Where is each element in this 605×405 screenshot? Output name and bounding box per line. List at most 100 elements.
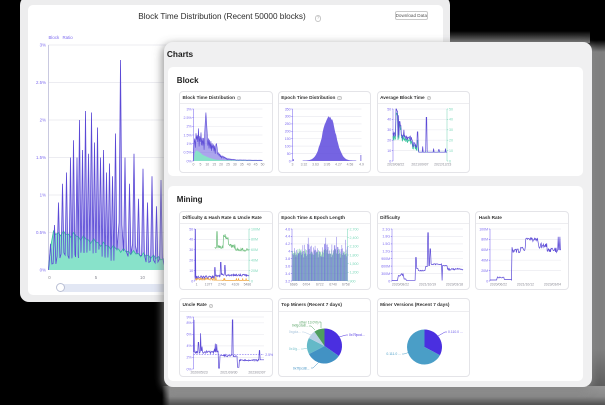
svg-text:0%: 0% [39, 267, 45, 272]
svg-text:350: 350 [284, 108, 290, 112]
svg-text:3.6: 3.6 [285, 265, 290, 269]
svg-text:2021/09/07: 2021/09/07 [411, 163, 428, 167]
svg-text:3.32: 3.32 [300, 163, 307, 167]
svg-text:40: 40 [247, 163, 251, 167]
svg-text:900: 900 [349, 280, 355, 284]
svg-text:0: 0 [48, 275, 51, 280]
svg-text:2,400: 2,400 [349, 236, 358, 240]
svg-text:3: 3 [291, 163, 293, 167]
svg-text:20M: 20M [251, 269, 258, 273]
svg-text:250: 250 [284, 123, 290, 127]
svg-text:10: 10 [387, 149, 391, 153]
svg-text:0: 0 [288, 160, 290, 164]
svg-text:2023/03/04: 2023/03/04 [544, 283, 561, 287]
svg-text:9%: 9% [186, 315, 192, 319]
svg-text:2%: 2% [186, 125, 192, 129]
svg-text:2.5%: 2.5% [183, 116, 192, 120]
svg-text:1,200: 1,200 [349, 271, 358, 275]
svg-text:40: 40 [189, 238, 193, 242]
svg-text:3.2: 3.2 [285, 280, 290, 284]
svg-text:2,700: 2,700 [349, 228, 358, 232]
svg-text:0: 0 [191, 280, 193, 284]
svg-text:0.5%: 0.5% [35, 230, 45, 235]
svg-text:6%: 6% [186, 333, 192, 337]
svg-text:2020/06/22: 2020/06/22 [490, 283, 507, 287]
svg-text:Block: Block [48, 35, 60, 40]
svg-text:4.6: 4.6 [285, 228, 290, 232]
svg-text:40: 40 [449, 118, 453, 122]
svg-text:30: 30 [449, 129, 453, 133]
svg-text:4109: 4109 [232, 283, 240, 287]
svg-text:1377: 1377 [205, 283, 213, 287]
svg-text:20: 20 [387, 139, 391, 143]
svg-text:0xfgcda8...: 0xfgcda8... [292, 324, 309, 328]
svg-text:3.4: 3.4 [285, 272, 290, 276]
svg-text:6758: 6758 [342, 283, 350, 287]
svg-text:50: 50 [387, 108, 391, 112]
svg-text:8%: 8% [186, 321, 192, 325]
svg-text:1.8G: 1.8G [382, 235, 390, 239]
svg-text:20: 20 [449, 139, 453, 143]
svg-text:2023/02/07: 2023/02/07 [248, 370, 265, 374]
svg-text:10: 10 [205, 163, 209, 167]
svg-text:40M: 40M [482, 259, 489, 263]
svg-text:5: 5 [199, 163, 201, 167]
svg-text:100: 100 [284, 145, 290, 149]
svg-text:1,500: 1,500 [349, 262, 358, 266]
svg-text:4.4: 4.4 [285, 235, 290, 239]
svg-text:30: 30 [387, 129, 391, 133]
svg-text:0: 0 [487, 280, 489, 284]
svg-text:6722: 6722 [316, 283, 324, 287]
svg-text:150: 150 [284, 137, 290, 141]
svg-text:10: 10 [140, 275, 145, 280]
svg-text:25: 25 [226, 163, 230, 167]
svg-text:0xgda...: 0xgda... [289, 330, 301, 334]
svg-text:100M: 100M [480, 228, 489, 232]
svg-text:2.5%: 2.5% [265, 353, 273, 357]
svg-text:5: 5 [94, 275, 97, 280]
svg-text:20M: 20M [482, 269, 489, 273]
svg-text:6704: 6704 [302, 283, 310, 287]
svg-text:1.2G: 1.2G [382, 250, 390, 254]
svg-text:6686: 6686 [290, 283, 298, 287]
svg-text:0%: 0% [186, 160, 192, 164]
svg-text:2020/05/23: 2020/05/23 [190, 370, 207, 374]
svg-text:300: 300 [284, 115, 290, 119]
svg-text:50: 50 [261, 163, 265, 167]
svg-text:45: 45 [254, 163, 258, 167]
svg-text:60M: 60M [251, 249, 258, 253]
svg-text:50: 50 [449, 108, 453, 112]
svg-text:4.2: 4.2 [285, 243, 290, 247]
svg-text:1%: 1% [39, 192, 45, 197]
svg-text:3.8: 3.8 [285, 257, 290, 261]
svg-text:1.5%: 1.5% [183, 134, 192, 138]
svg-text:20: 20 [189, 259, 193, 263]
svg-text:0: 0 [389, 160, 391, 164]
svg-text:2021/10/19: 2021/10/19 [418, 283, 435, 287]
svg-text:4.58: 4.58 [346, 163, 353, 167]
svg-text:40: 40 [387, 118, 391, 122]
svg-text:2743: 2743 [218, 283, 226, 287]
svg-text:Ratio: Ratio [62, 35, 73, 40]
svg-text:3.95: 3.95 [323, 163, 330, 167]
svg-text:1%: 1% [186, 142, 192, 146]
svg-text:2.1G: 2.1G [382, 228, 390, 232]
svg-text:0x7fpcd8...: 0x7fpcd8... [293, 367, 310, 371]
svg-text:50: 50 [189, 228, 193, 232]
svg-text:other 13.0%): other 13.0%) [299, 321, 318, 325]
svg-text:6740: 6740 [329, 283, 337, 287]
svg-text:2.5%: 2.5% [35, 80, 45, 85]
svg-text:4.9: 4.9 [359, 163, 364, 167]
svg-text:80M: 80M [482, 238, 489, 242]
svg-text:35: 35 [240, 163, 244, 167]
svg-text:100M: 100M [251, 228, 260, 232]
svg-text:1.5%: 1.5% [35, 155, 45, 160]
svg-text:2%: 2% [39, 117, 45, 122]
svg-text:2,100: 2,100 [349, 245, 358, 249]
svg-text:2021/10/12: 2021/10/12 [517, 283, 534, 287]
svg-text:1: 1 [196, 283, 198, 287]
svg-text:0: 0 [449, 160, 451, 164]
svg-text:2%: 2% [186, 356, 192, 360]
svg-text:80M: 80M [251, 238, 258, 242]
svg-text:30: 30 [233, 163, 237, 167]
